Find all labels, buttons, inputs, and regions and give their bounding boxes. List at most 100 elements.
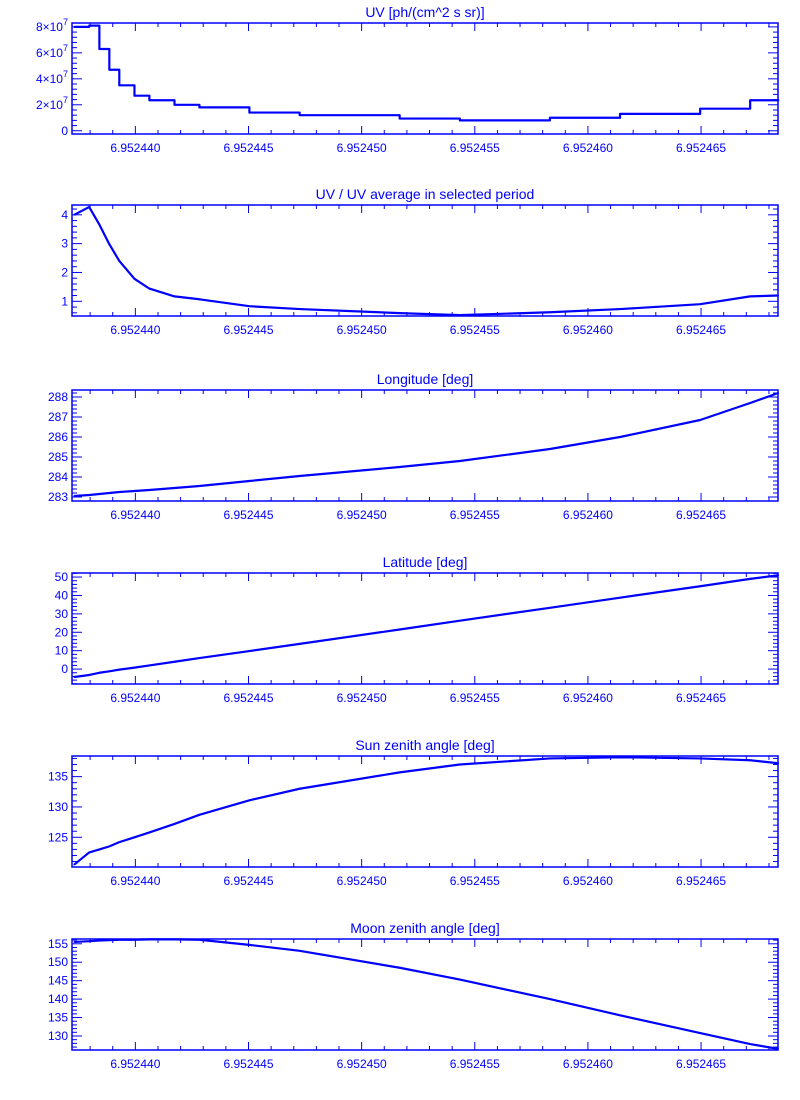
data-point <box>118 491 121 493</box>
y-tick-label: 4×107 <box>36 69 68 86</box>
y-tick-mantissa: 288 <box>48 390 68 404</box>
data-point <box>148 99 151 102</box>
y-tick-label: 140 <box>48 992 68 1006</box>
data-point <box>777 294 780 297</box>
data-point <box>198 938 201 941</box>
y-tick-mantissa: 283 <box>48 490 68 504</box>
plot-frame <box>71 389 779 502</box>
data-point <box>73 495 76 497</box>
y-tick-mantissa: 155 <box>48 937 68 951</box>
data-point <box>148 938 151 941</box>
y-tick-mantissa: 135 <box>48 770 68 784</box>
x-tick-label: 6.952460 <box>563 508 613 522</box>
x-tick-label: 6.952445 <box>223 1057 273 1071</box>
x-tick-label: 6.952445 <box>223 691 273 705</box>
y-tick-mantissa: 145 <box>48 974 68 988</box>
panel-5: Sun zenith angle [deg] 6.952440 6.952445 6.… <box>48 737 780 888</box>
x-tick-label: 6.952465 <box>676 691 726 705</box>
data-point <box>699 1032 701 1034</box>
y-tick-mantissa: 4 <box>61 208 68 222</box>
data-point <box>73 863 76 866</box>
y-tick-mantissa: 40 <box>55 588 69 602</box>
y-tick-mantissa: 286 <box>48 430 68 444</box>
data-point <box>118 841 121 843</box>
y-tick-label: 150 <box>48 955 68 969</box>
panel-title: Latitude [deg] <box>383 554 468 570</box>
y-tick-label: 10 <box>55 644 69 658</box>
x-tick-label: 6.952455 <box>450 691 500 705</box>
panel-title: Moon zenith angle [deg] <box>350 920 499 936</box>
y-tick-mantissa: 130 <box>48 800 68 814</box>
data-point <box>98 223 101 226</box>
plot-frame <box>71 938 779 1051</box>
plot-frame <box>71 22 779 135</box>
y-tick-label: 285 <box>48 450 68 464</box>
data-point <box>73 676 76 678</box>
data-point <box>118 938 121 941</box>
x-tick-label: 6.952450 <box>337 508 387 522</box>
data-point <box>248 799 251 802</box>
y-tick-label: 283 <box>48 490 68 504</box>
data-point <box>777 762 780 765</box>
panel-6: Moon zenith angle [deg] 6.952440 6.952445 6… <box>48 920 780 1071</box>
data-point <box>549 757 551 760</box>
panel-4: Latitude [deg] 6.952440 6.952445 6.952450 6.… <box>55 554 780 705</box>
data-point <box>619 756 621 759</box>
data-point <box>118 84 121 87</box>
x-tick-label: 6.952465 <box>676 874 726 888</box>
data-point <box>699 585 701 588</box>
data-point <box>549 116 551 119</box>
data-point <box>88 24 90 27</box>
data-point <box>777 392 780 394</box>
y-tick-mantissa: 130 <box>48 1029 68 1043</box>
data-point <box>198 485 201 487</box>
series-line <box>74 391 779 498</box>
data-point <box>248 944 251 946</box>
data-point <box>619 436 621 438</box>
y-tick-label: 125 <box>48 830 68 844</box>
y-tick-label: 8×107 <box>36 17 68 34</box>
y-tick-label: 20 <box>55 625 69 639</box>
x-tick-label: 6.952455 <box>450 874 500 888</box>
data-point <box>118 668 121 671</box>
data-point <box>148 831 151 834</box>
data-point <box>749 99 751 102</box>
y-tick-label: 2 <box>61 265 68 279</box>
y-tick-mantissa: 284 <box>48 470 68 484</box>
x-tick-label: 6.952440 <box>110 323 160 337</box>
y-tick-mantissa: 20 <box>55 625 69 639</box>
data-point <box>549 311 551 314</box>
data-point <box>133 94 136 97</box>
data-point <box>398 117 401 120</box>
y-tick-mantissa: 8×10 <box>36 20 63 34</box>
data-point <box>88 206 90 208</box>
x-tick-label: 6.952455 <box>450 323 500 337</box>
x-tick-label: 6.952460 <box>563 323 613 337</box>
data-point <box>198 298 201 301</box>
x-tick-label: 6.952465 <box>676 508 726 522</box>
data-point <box>133 666 136 669</box>
y-tick-mantissa: 6×10 <box>36 46 63 60</box>
x-tick-label: 6.952445 <box>223 508 273 522</box>
panel-title: Longitude [deg] <box>377 371 474 387</box>
data-point <box>88 494 90 496</box>
data-point <box>749 295 751 298</box>
y-tick-label: 6×107 <box>36 43 68 60</box>
y-tick-label: 3 <box>61 237 68 251</box>
y-tick-mantissa: 135 <box>48 1011 68 1025</box>
y-tick-mantissa: 2 <box>61 265 68 279</box>
data-point <box>73 214 76 216</box>
y-tick-mantissa: 2×10 <box>36 98 63 112</box>
y-tick-label: 2×107 <box>36 95 68 112</box>
data-point <box>173 938 176 941</box>
data-point <box>108 243 111 246</box>
y-tick-mantissa: 10 <box>55 644 69 658</box>
y-tick-mantissa: 30 <box>55 607 69 621</box>
data-point <box>108 670 111 673</box>
data-point <box>73 941 76 943</box>
data-point <box>108 939 111 941</box>
y-tick-label: 1 <box>61 294 68 308</box>
data-point <box>98 493 101 495</box>
y-tick-label: 287 <box>48 410 68 424</box>
y-tick-label: 0 <box>61 124 68 138</box>
